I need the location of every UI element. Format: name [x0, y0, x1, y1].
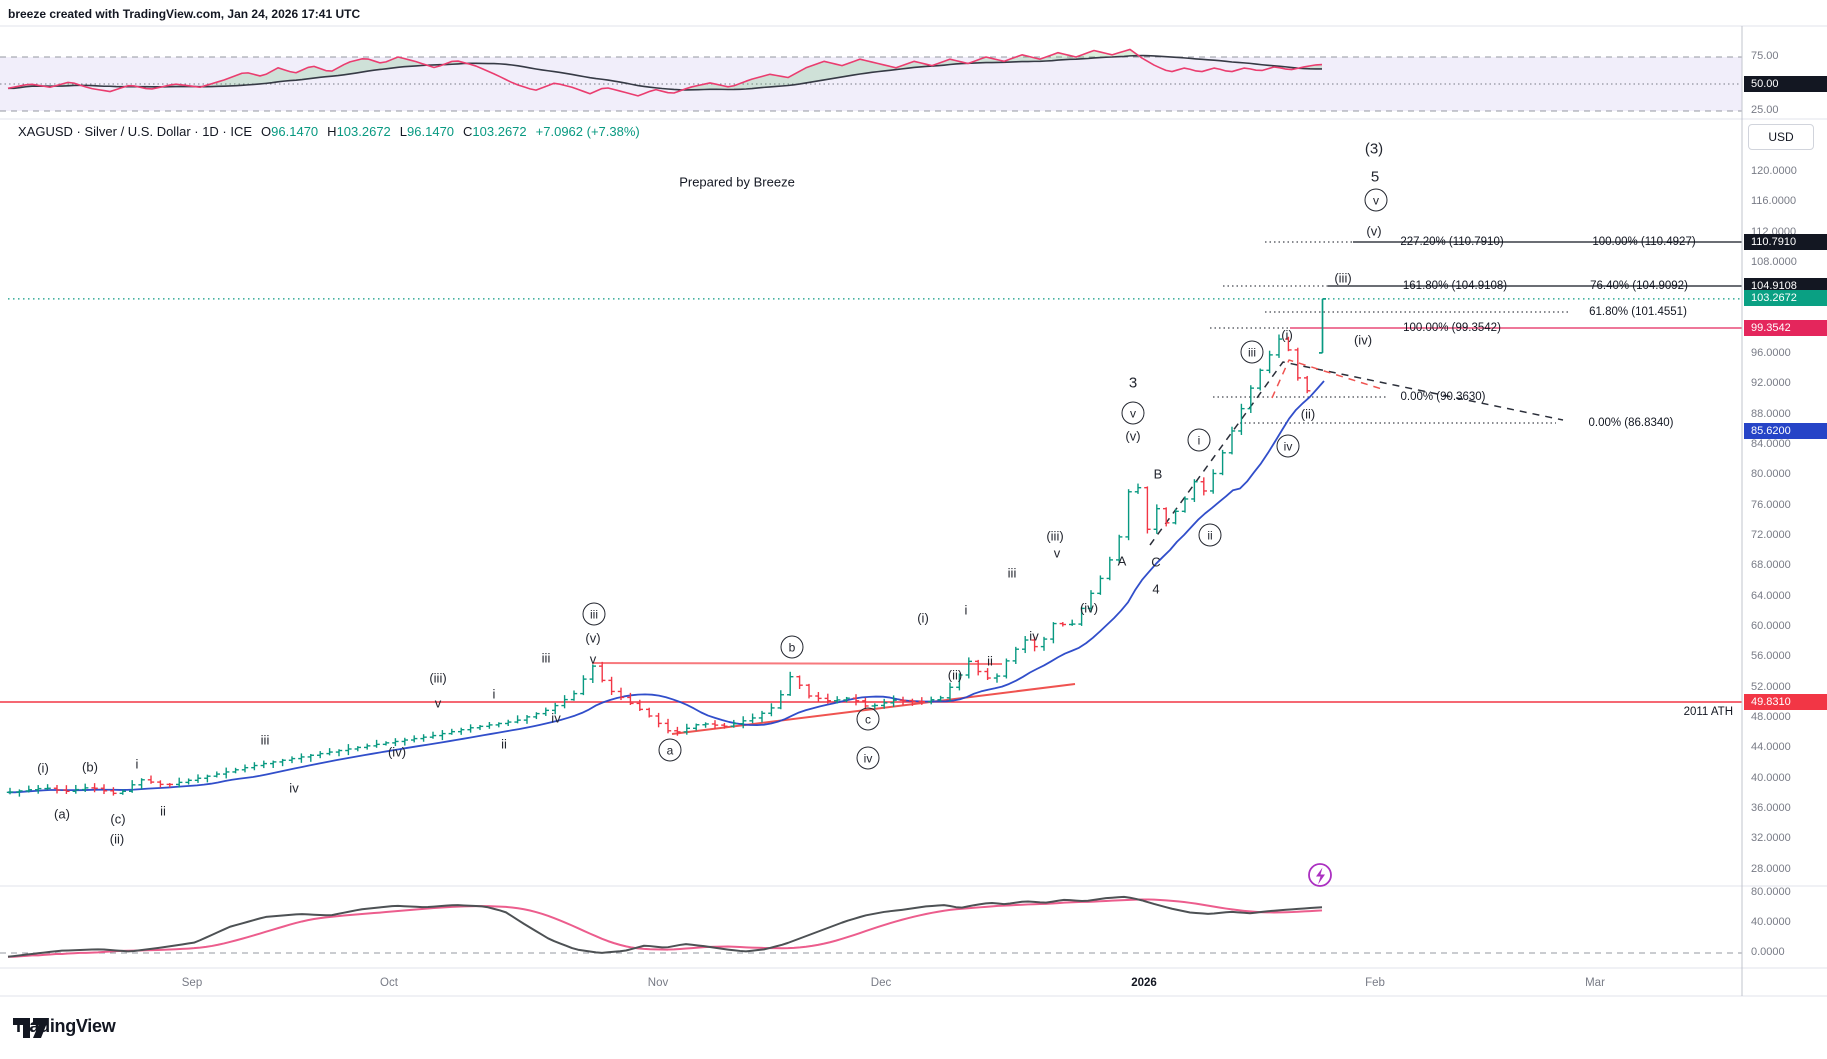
- symbol-header-item: +7.0962 (+7.38%): [535, 124, 640, 139]
- ath-note: 2011 ATH: [1683, 706, 1733, 718]
- ohlc-value: L96.1470: [399, 124, 455, 139]
- prepared-by-watermark: Prepared by Breeze: [679, 174, 795, 190]
- symbol-header[interactable]: XAGUSD · Silver / U.S. Dollar · 1D · ICE…: [18, 124, 640, 139]
- watermark-text: breeze created with TradingView.com, Jan…: [8, 7, 361, 21]
- ohlc-value: H103.2672: [327, 124, 391, 139]
- symbol-header-item: XAGUSD · Silver / U.S. Dollar · 1D · ICE: [18, 124, 253, 139]
- tradingview-logo-icon: [13, 1018, 49, 1038]
- ohlc-value: C103.2672: [463, 124, 527, 139]
- tradingview-logo[interactable]: TradingView: [13, 1016, 116, 1038]
- currency-toggle-button[interactable]: USD: [1748, 124, 1814, 150]
- ohlc-value: O96.1470: [261, 124, 319, 139]
